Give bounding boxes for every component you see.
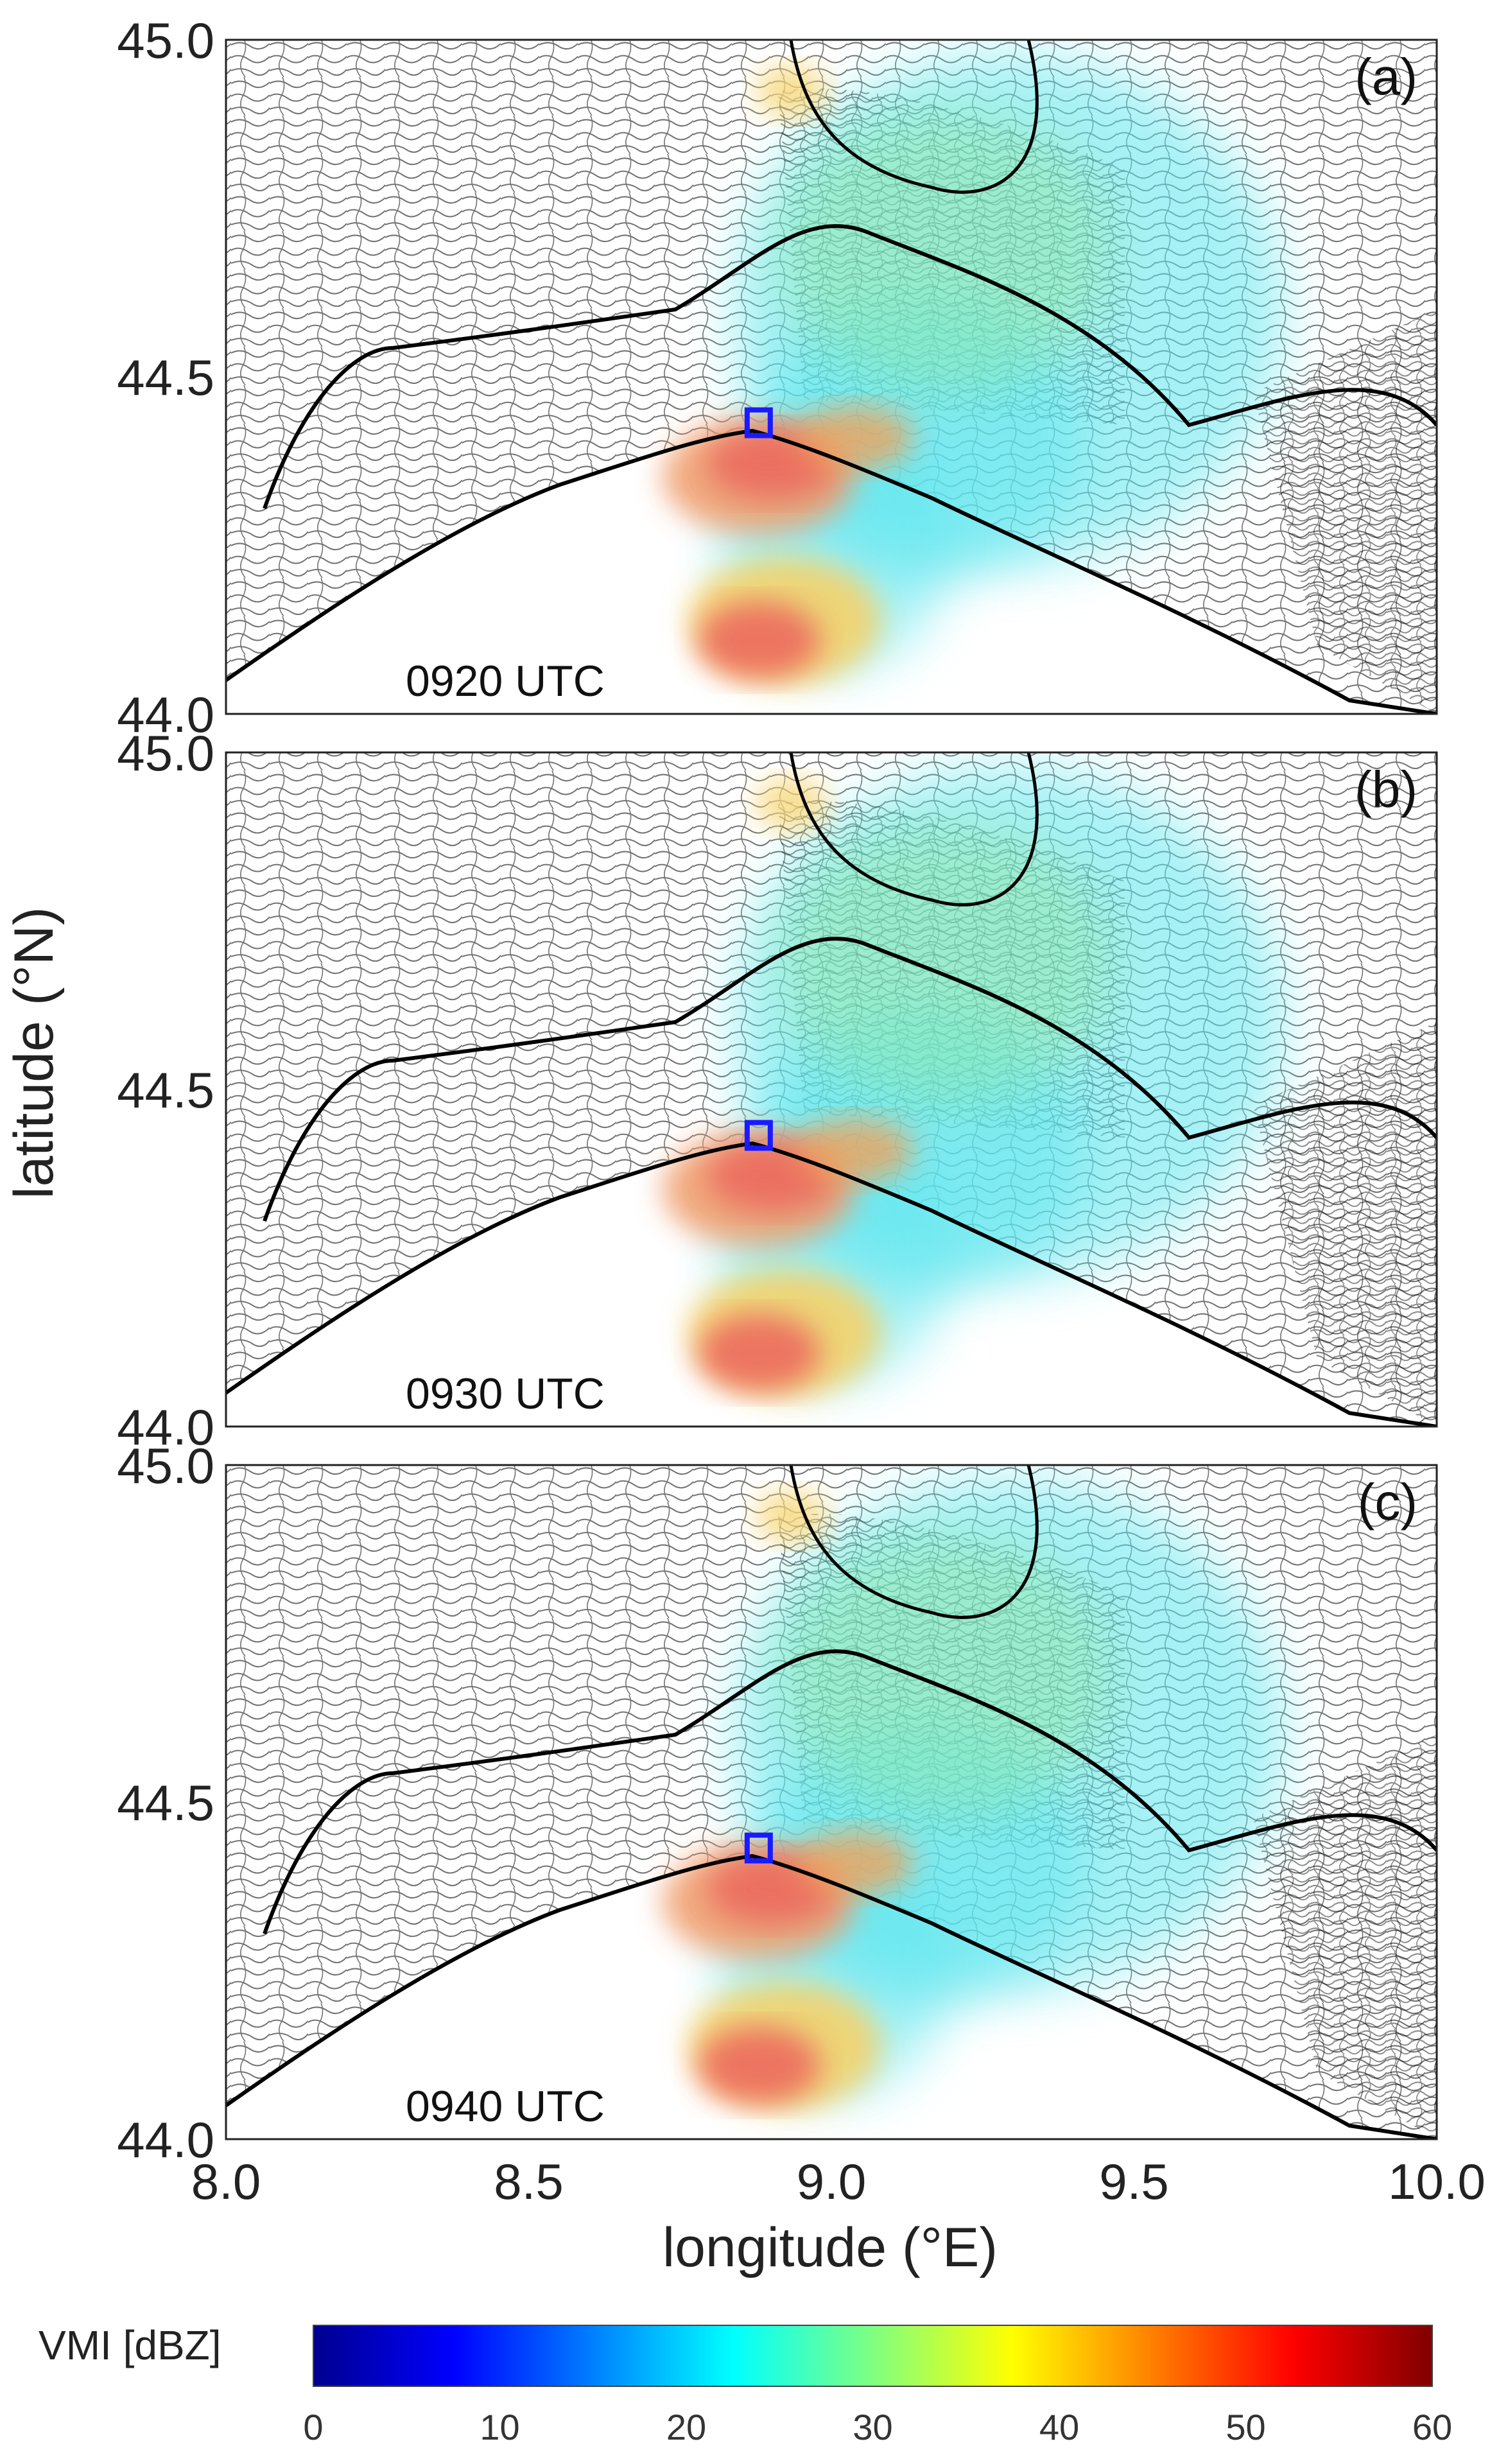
colorbar-tick-label: 30 xyxy=(853,2407,892,2447)
time-label: 0940 UTC xyxy=(406,2082,605,2131)
radar-echo-moderate xyxy=(778,823,1112,1106)
map-area xyxy=(226,1465,1437,2139)
radar-echo-moderate xyxy=(797,1118,913,1183)
y-tick-label: 45.0 xyxy=(117,12,214,69)
radar-echo-moderate xyxy=(778,1536,1112,1818)
y-tick-label: 45.0 xyxy=(117,725,214,781)
region-border xyxy=(263,1649,1437,1934)
colorbar-tick-label: 20 xyxy=(666,2407,706,2447)
y-tick-label: 44.0 xyxy=(117,1399,214,1455)
radar-echo-strong xyxy=(698,1314,820,1391)
y-axis-label: latitude (°N) xyxy=(3,907,65,1199)
radar-echo-moderate xyxy=(756,65,826,117)
radar-echo-moderate xyxy=(797,1831,913,1895)
coastline xyxy=(226,1141,1437,1427)
y-tick-label: 44.5 xyxy=(117,1062,214,1118)
y-tick-label: 44.0 xyxy=(117,686,214,743)
colorbar-tick-label: 60 xyxy=(1412,2407,1452,2447)
x-tick-label: 9.5 xyxy=(1099,2153,1168,2210)
colorbar-tick-label: 0 xyxy=(303,2407,323,2447)
radar-echo-strong xyxy=(698,602,820,679)
radar-echo-moderate xyxy=(756,778,826,829)
terrain-contours-dense xyxy=(1253,1022,1437,1427)
map-area xyxy=(226,40,1437,714)
panel-label: (b) xyxy=(1355,761,1417,818)
x-axis-label: longitude (°E) xyxy=(663,2217,998,2278)
terrain-contours-dense xyxy=(1253,1735,1437,2139)
radar-echo-strong xyxy=(698,2027,820,2104)
y-tick-label: 44.5 xyxy=(117,349,214,406)
panel-frame xyxy=(225,39,1438,715)
map-panel: (c) 0940 UTC 44.0 44.5 45.0 xyxy=(117,1437,1438,2168)
y-tick-label: 45.0 xyxy=(117,1437,214,1494)
colorbar xyxy=(313,2325,1433,2387)
colorbar-tick-label: 40 xyxy=(1039,2407,1079,2447)
panel-frame xyxy=(225,1464,1438,2140)
colorbar-tick-label: 10 xyxy=(480,2407,519,2447)
x-tick-label: 10.0 xyxy=(1388,2153,1486,2210)
coastline xyxy=(226,1853,1437,2139)
region-border xyxy=(263,937,1437,1222)
region-border xyxy=(263,224,1437,509)
time-label: 0930 UTC xyxy=(406,1369,605,1418)
panel-frame xyxy=(225,751,1438,1428)
location-marker xyxy=(744,1120,773,1151)
location-marker xyxy=(744,407,773,438)
y-tick-label: 44.5 xyxy=(117,1774,214,1831)
location-marker xyxy=(744,1832,773,1864)
coastline xyxy=(226,428,1437,714)
x-tick-label: 8.0 xyxy=(191,2153,261,2210)
colorbar-ticks: 0 10 20 30 40 50 60 xyxy=(303,2407,1452,2447)
panel-label: (c) xyxy=(1358,1473,1417,1531)
time-label: 0920 UTC xyxy=(406,657,605,706)
map-panel: (a) 0920 UTC 44.0 44.5 45.0 xyxy=(117,12,1438,743)
x-tick-label: 9.0 xyxy=(797,2153,866,2210)
x-tick-label: 8.5 xyxy=(494,2153,563,2210)
panel-label: (a) xyxy=(1355,48,1417,105)
radar-echo-moderate xyxy=(756,1491,826,1542)
colorbar-tick-label: 50 xyxy=(1226,2407,1265,2447)
colorbar-label: VMI [dBZ] xyxy=(39,2322,221,2368)
radar-echo-moderate xyxy=(778,110,1112,393)
region-border xyxy=(789,40,1039,194)
terrain-contours-dense xyxy=(1253,309,1437,714)
radar-echo-moderate xyxy=(797,406,913,470)
map-panel: (b) 0930 UTC 44.0 44.5 45.0 xyxy=(117,725,1438,1455)
region-border xyxy=(789,752,1039,907)
y-tick-label: 44.0 xyxy=(117,2112,214,2168)
map-area xyxy=(226,752,1437,1427)
region-border xyxy=(789,1465,1039,1619)
x-tick-labels: 8.0 8.5 9.0 9.5 10.0 xyxy=(191,2153,1486,2210)
map-panels: (a) 0920 UTC 44.0 44.5 45.0 (b) 0930 UTC 44.0 44… xyxy=(117,12,1438,2168)
